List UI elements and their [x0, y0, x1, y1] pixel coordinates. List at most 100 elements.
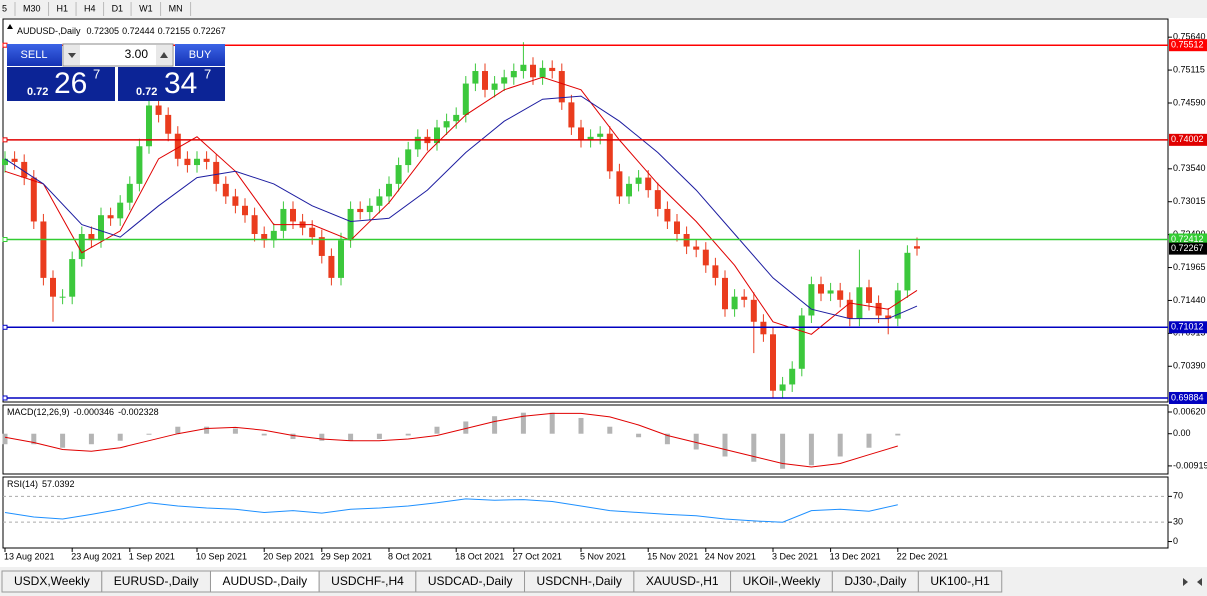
x-tick-label: 5 Nov 2021 — [580, 551, 626, 561]
tab[interactable] — [917, 570, 1003, 593]
y-tick-label: 30 — [1173, 517, 1183, 527]
tab-label[interactable]: USDCHF-,H4 — [331, 574, 404, 588]
candle-body — [338, 240, 344, 278]
macd-bar — [780, 433, 786, 469]
candle-body — [347, 208, 354, 241]
candle-body — [50, 277, 56, 297]
candle-body — [837, 290, 844, 300]
candle-body — [846, 299, 853, 319]
bid-prefix: 0.72 — [27, 86, 48, 98]
sell-button[interactable] — [7, 44, 62, 66]
rsi-title: RSI(14) — [7, 479, 38, 489]
candle-body — [414, 136, 421, 150]
timeframe-button[interactable]: 5 — [2, 3, 7, 13]
timeframe-button[interactable]: M30 — [23, 3, 41, 13]
tab-label[interactable]: USDCAD-,Daily — [428, 574, 513, 588]
timeframe-button[interactable]: W1 — [139, 3, 153, 13]
macd-bar — [463, 421, 469, 434]
timeframe-button[interactable]: H4 — [84, 3, 96, 13]
macd-signal-value: -0.002328 — [118, 407, 159, 417]
candle-body — [203, 158, 210, 162]
macd-bar — [405, 433, 411, 436]
candle-body — [174, 133, 181, 159]
level-label: 0.74002 — [1171, 134, 1204, 144]
macd-bar — [636, 433, 642, 438]
ask-pip: 7 — [204, 66, 211, 81]
lot-field[interactable] — [62, 43, 174, 67]
level-handle — [2, 395, 8, 401]
candle-body — [251, 215, 258, 235]
buy-label[interactable]: BUY — [189, 49, 212, 61]
tab-label[interactable]: DJ30-,Daily — [844, 574, 906, 588]
candle-body — [616, 171, 623, 197]
y-tick-label: 0.00 — [1173, 428, 1191, 438]
candle-body — [645, 177, 652, 191]
rsi-value: 57.0392 — [42, 479, 75, 489]
tab-label[interactable]: UK100-,H1 — [930, 574, 990, 588]
candle-body — [194, 158, 200, 166]
tab-label[interactable]: UKOil-,Weekly — [743, 574, 821, 588]
candle-body — [88, 234, 95, 241]
macd-title: MACD(12,26,9) — [7, 407, 70, 417]
macd-bar — [117, 433, 123, 441]
timeframe-button[interactable]: H1 — [57, 3, 69, 13]
candle-body — [520, 64, 527, 72]
x-tick-label: 8 Oct 2021 — [388, 551, 432, 561]
candle-body — [789, 368, 796, 385]
x-tick-label: 18 Oct 2021 — [455, 551, 504, 561]
x-tick-label: 1 Sep 2021 — [129, 551, 175, 561]
candle-body — [568, 102, 575, 128]
candle-body — [760, 321, 767, 335]
timeframe-button[interactable]: D1 — [112, 3, 124, 13]
tab-scroll-arrows[interactable] — [1183, 578, 1202, 586]
tab-label[interactable]: AUDUSD-,Daily — [222, 574, 307, 588]
x-tick-label: 23 Aug 2021 — [71, 551, 122, 561]
y-tick-label: 0.71965 — [1173, 262, 1206, 272]
x-tick-label: 27 Oct 2021 — [513, 551, 562, 561]
candle-body — [770, 334, 776, 391]
macd-bar — [549, 412, 555, 434]
tab-label[interactable]: XAUUSD-,H1 — [646, 574, 719, 588]
tab-label[interactable]: USDX,Weekly — [14, 574, 90, 588]
candle-body — [539, 67, 546, 78]
candle-body — [59, 296, 66, 298]
low-quote: 0.72155 — [158, 26, 191, 36]
lot-value[interactable]: 3.00 — [125, 47, 149, 61]
bid-box[interactable] — [7, 67, 115, 101]
last-price-label: 0.72267 — [1171, 243, 1204, 253]
candle-body — [11, 158, 18, 162]
candle-body — [146, 105, 152, 147]
plots: 0.75640 0.75115 0.74590 0.73540 0.73015 0.724… — [2, 32, 1207, 561]
macd-bar — [2, 433, 8, 445]
x-tick-label: 13 Dec 2021 — [830, 551, 881, 561]
macd-bar — [232, 428, 238, 434]
timeframe-button[interactable]: MN — [169, 3, 183, 13]
candle-body — [318, 237, 325, 256]
level-handle — [2, 237, 8, 243]
tab-label[interactable]: USDCNH-,Daily — [537, 574, 622, 588]
macd-header: MACD(12,26,9) -0.000346 -0.002328 — [7, 407, 159, 417]
candle-body — [136, 146, 143, 184]
candle-body — [827, 290, 834, 294]
candle-body — [328, 255, 335, 278]
candle-body — [21, 161, 28, 178]
y-tick-label: 0.00620 — [1173, 406, 1206, 416]
macd-bar — [808, 433, 814, 466]
candle-body — [213, 161, 220, 184]
ask-box[interactable] — [118, 67, 225, 101]
macd-bar — [607, 426, 613, 434]
ask-prefix: 0.72 — [136, 86, 157, 98]
macd-bar — [722, 433, 728, 457]
level-label-bg — [1169, 391, 1207, 404]
candle-body — [558, 71, 565, 103]
macd-bar — [578, 417, 584, 434]
level-label-bg — [1169, 133, 1207, 146]
buy-button[interactable] — [175, 44, 225, 66]
tab-label[interactable]: EURUSD-,Daily — [114, 574, 199, 588]
candle-body — [98, 215, 104, 241]
open-quote: 0.72305 — [87, 26, 120, 36]
level-handle — [2, 42, 8, 48]
sell-label[interactable]: SELL — [21, 49, 48, 61]
candle-body — [78, 234, 85, 260]
